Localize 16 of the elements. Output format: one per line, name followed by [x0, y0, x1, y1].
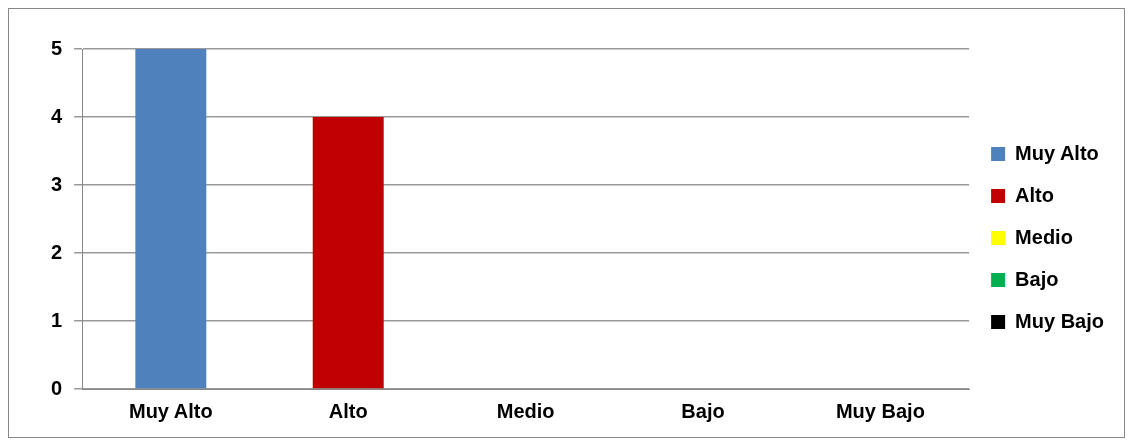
y-tick-label: 2	[51, 240, 63, 263]
legend-label: Bajo	[1015, 267, 1059, 290]
y-tick-label: 1	[51, 308, 63, 331]
legend-label: Muy Alto	[1015, 141, 1099, 164]
legend-label: Muy Bajo	[1015, 309, 1105, 332]
legend-label: Medio	[1015, 225, 1073, 248]
x-tick-label: Muy Bajo	[835, 399, 925, 422]
x-tick-label: Alto	[328, 399, 368, 422]
x-tick-label: Muy Alto	[128, 399, 213, 422]
y-tick-label: 4	[51, 104, 63, 127]
x-tick-label: Bajo	[681, 399, 725, 422]
y-tick-label: 5	[51, 36, 63, 59]
legend-label: Alto	[1015, 183, 1054, 206]
y-tick-label: 3	[51, 172, 63, 195]
y-tick-label: 0	[51, 376, 63, 399]
x-tick-label: Medio	[496, 399, 555, 422]
